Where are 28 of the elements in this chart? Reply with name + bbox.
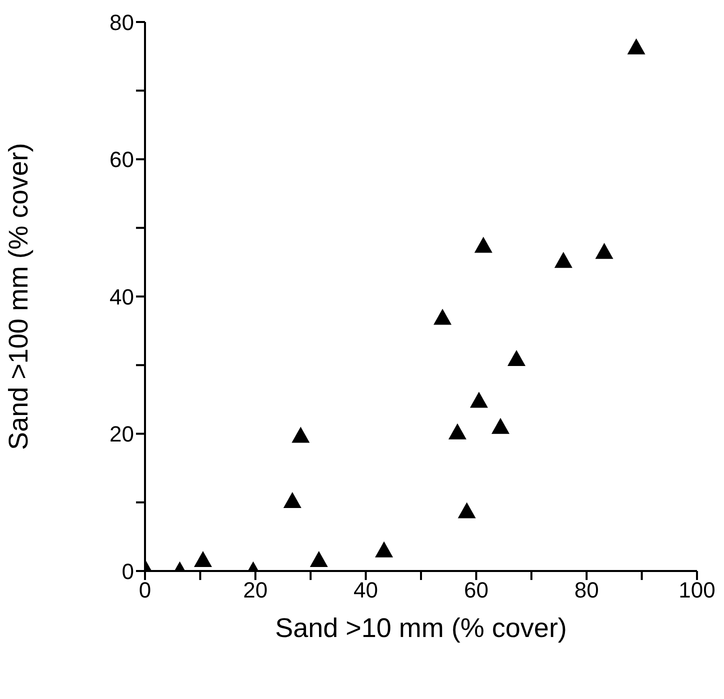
- point: [194, 551, 212, 568]
- x-tick-label: 80: [574, 578, 599, 603]
- x-tick-label: 100: [678, 578, 716, 603]
- y-tick-label: 60: [110, 147, 134, 172]
- x-tick-label: 60: [464, 578, 488, 603]
- point: [434, 308, 452, 325]
- point: [448, 423, 466, 440]
- point: [491, 418, 510, 434]
- point: [507, 350, 526, 366]
- point: [595, 242, 614, 259]
- x-tick-label: 20: [243, 578, 268, 603]
- y-tick-label: 0: [122, 558, 134, 584]
- point: [458, 502, 476, 518]
- point: [554, 252, 572, 268]
- x-axis-title: Sand >10 mm (% cover): [275, 613, 567, 643]
- y-tick-label: 20: [110, 422, 134, 447]
- y-tick-label: 40: [110, 284, 134, 310]
- y-tick-label: 80: [110, 10, 134, 35]
- point: [627, 38, 646, 54]
- y-axis-title: Sand >100 mm (% cover): [4, 143, 34, 450]
- point: [375, 541, 394, 558]
- x-tick-label: 0: [138, 578, 152, 603]
- point: [292, 426, 310, 443]
- x-tick-label: 40: [354, 578, 378, 603]
- point: [474, 236, 492, 253]
- point: [310, 551, 328, 568]
- point: [470, 392, 488, 408]
- point: [283, 492, 302, 508]
